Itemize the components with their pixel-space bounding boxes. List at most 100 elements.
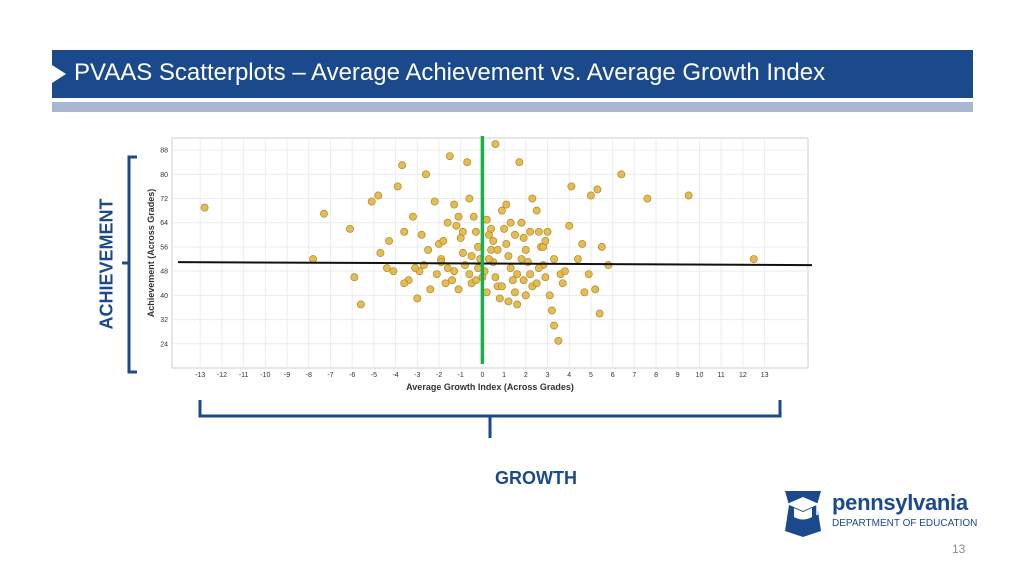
data-point: [578, 239, 587, 248]
data-point: [385, 236, 394, 245]
y-tick-labels: 24 32 40 48 56 64 72 80 88: [160, 148, 168, 349]
data-point: [558, 279, 567, 288]
data-point: [519, 276, 528, 285]
data-point: [467, 252, 476, 260]
y-axis-title: Achievement (Across Grades): [146, 189, 156, 318]
data-point: [547, 306, 556, 315]
data-point: [319, 209, 328, 218]
data-point: [482, 288, 491, 297]
data-point: [506, 218, 515, 227]
x-tick-label: 5: [589, 372, 593, 379]
data-point: [550, 255, 558, 264]
x-tick-label: 7: [632, 372, 636, 379]
x-tick-labels: -13 -12 -11 -10 -9 -8 -7 -6 -5 -4 -3 -2 -1 0 1 2 3 4 5 6 7 8 9…: [195, 372, 768, 379]
data-point: [491, 140, 500, 149]
x-tick-label: -7: [327, 372, 333, 379]
data-point: [382, 264, 391, 273]
data-point: [430, 197, 439, 206]
x-tick-label: -13: [195, 372, 205, 379]
x-tick-label: 11: [718, 372, 725, 379]
data-point: [504, 252, 513, 260]
data-point: [411, 264, 420, 273]
x-tick-label: -9: [284, 372, 290, 379]
logo-subtitle: DEPARTMENT OF EDUCATION: [832, 518, 978, 529]
data-point: [367, 197, 376, 206]
data-point: [452, 221, 461, 230]
title-arrow-icon: [52, 65, 66, 83]
data-point: [346, 224, 354, 233]
data-point: [550, 321, 558, 330]
data-point: [504, 297, 513, 306]
data-point: [497, 282, 506, 291]
y-tick-label: 32: [160, 317, 168, 324]
x-tick-label: -3: [414, 372, 420, 379]
grid-lines: [172, 138, 808, 368]
page-number: 13: [952, 542, 966, 556]
data-point: [400, 227, 409, 236]
data-point: [643, 194, 652, 203]
y-tick-label: 72: [160, 196, 168, 203]
data-point: [586, 191, 595, 200]
data-points: [200, 140, 758, 345]
page-title: PVAAS Scatterplots – Average Achievement…: [74, 59, 826, 86]
data-point: [519, 233, 528, 242]
x-tick-label: -4: [392, 372, 398, 379]
achievement-bracket: [122, 155, 137, 374]
x-axis-title: Average Growth Index (Across Grades): [406, 382, 574, 392]
data-point: [448, 276, 456, 285]
data-point: [597, 242, 606, 251]
data-point: [432, 270, 441, 279]
data-point: [471, 227, 480, 236]
x-tick-label: -2: [436, 372, 442, 379]
title-bar: PVAAS Scatterplots – Average Achievement…: [52, 50, 973, 98]
growth-label: GROWTH: [495, 468, 577, 488]
data-point: [497, 206, 506, 215]
data-point: [426, 285, 435, 294]
data-point: [684, 191, 693, 200]
data-point: [374, 191, 383, 200]
data-point: [471, 276, 480, 285]
data-point: [526, 270, 535, 279]
data-point: [584, 270, 593, 279]
data-point: [749, 255, 758, 264]
data-point: [439, 236, 448, 245]
x-tick-label: -10: [260, 372, 270, 379]
data-point: [463, 158, 472, 167]
data-point: [417, 230, 426, 239]
data-point: [424, 246, 433, 254]
data-point: [534, 227, 543, 236]
data-point: [487, 246, 496, 254]
data-point: [491, 273, 500, 282]
data-point: [565, 221, 574, 230]
data-point: [443, 264, 452, 273]
pa-education-logo: pennsylvania DEPARTMENT OF EDUCATION: [780, 487, 980, 537]
data-point: [528, 194, 537, 203]
data-point: [521, 246, 530, 254]
data-point: [591, 285, 600, 294]
x-tick-label: 9: [676, 372, 680, 379]
data-point: [356, 300, 365, 309]
x-tick-label: 1: [502, 372, 506, 379]
growth-brace: [198, 400, 782, 438]
data-point: [502, 200, 511, 209]
x-tick-label: 13: [761, 372, 769, 379]
logo-name: pennsylvania: [832, 490, 968, 515]
data-point: [465, 194, 474, 203]
data-point: [511, 288, 519, 297]
data-point: [493, 246, 502, 254]
achievement-label: ACHIEVEMENT: [96, 198, 117, 330]
data-point: [465, 270, 474, 279]
data-point: [541, 236, 550, 245]
data-point: [521, 291, 530, 300]
data-point: [595, 309, 604, 318]
data-point: [506, 264, 515, 273]
data-point: [554, 336, 563, 345]
y-tick-label: 64: [160, 220, 168, 227]
data-point: [474, 264, 483, 273]
y-tick-label: 56: [160, 244, 168, 251]
data-point: [515, 158, 524, 167]
data-point: [474, 242, 483, 251]
y-tick-label: 88: [160, 148, 168, 155]
data-point: [495, 294, 504, 303]
data-point: [487, 224, 496, 233]
